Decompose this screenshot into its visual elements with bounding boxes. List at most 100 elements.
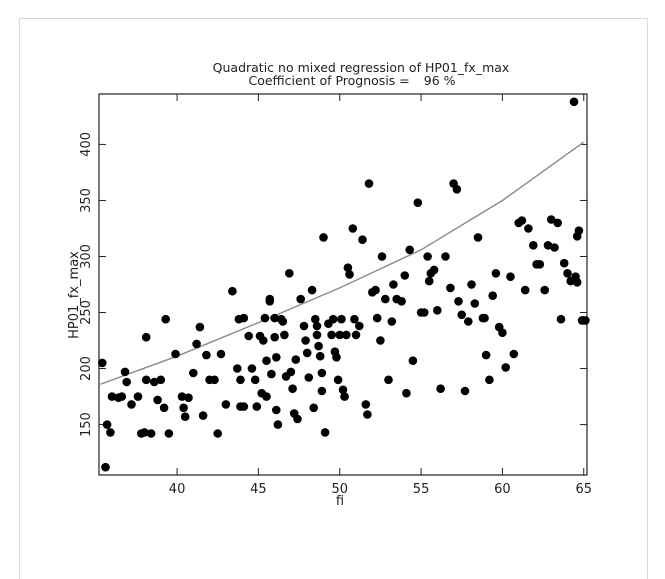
x-tick-label: 40 bbox=[169, 482, 186, 497]
chart-frame bbox=[19, 18, 648, 579]
data-point bbox=[572, 278, 582, 287]
data-point bbox=[250, 375, 260, 385]
data-point bbox=[280, 330, 289, 340]
subtitle-value: 96 % bbox=[424, 73, 456, 88]
data-point bbox=[563, 269, 572, 278]
data-point bbox=[452, 185, 462, 194]
data-point bbox=[247, 364, 257, 373]
y-tick-label: 250 bbox=[79, 300, 94, 325]
data-point bbox=[311, 314, 320, 324]
data-point bbox=[381, 294, 390, 304]
data-point bbox=[460, 386, 470, 396]
data-point bbox=[317, 386, 327, 396]
data-point bbox=[400, 271, 410, 280]
data-point bbox=[252, 402, 262, 411]
data-point bbox=[210, 375, 219, 385]
data-point bbox=[546, 215, 556, 224]
data-point bbox=[358, 235, 367, 244]
data-point bbox=[260, 313, 270, 323]
data-point bbox=[213, 429, 222, 438]
data-point bbox=[491, 269, 501, 278]
data-point bbox=[454, 297, 463, 306]
data-point bbox=[351, 330, 361, 340]
data-point bbox=[371, 285, 380, 295]
data-point bbox=[540, 285, 549, 295]
data-point bbox=[156, 375, 166, 385]
data-point bbox=[127, 400, 136, 409]
data-point bbox=[293, 414, 302, 424]
data-point bbox=[488, 291, 498, 301]
data-point bbox=[320, 428, 330, 437]
data-point bbox=[101, 462, 110, 472]
data-point bbox=[457, 310, 467, 320]
data-point bbox=[146, 429, 156, 438]
data-point bbox=[278, 317, 288, 326]
points-group bbox=[98, 97, 590, 472]
data-point bbox=[262, 392, 271, 401]
data-point bbox=[262, 356, 271, 366]
data-point bbox=[285, 269, 294, 278]
data-point bbox=[485, 375, 494, 385]
data-point bbox=[153, 395, 162, 405]
data-point bbox=[259, 336, 268, 345]
data-point bbox=[501, 363, 511, 372]
data-point bbox=[535, 260, 545, 269]
data-point bbox=[159, 403, 169, 413]
data-point bbox=[343, 263, 353, 273]
data-point bbox=[107, 392, 117, 401]
data-point bbox=[299, 321, 309, 331]
x-tick-label: 50 bbox=[331, 482, 348, 497]
data-point bbox=[228, 286, 237, 296]
data-point bbox=[270, 332, 280, 342]
data-point bbox=[272, 353, 281, 362]
data-point bbox=[377, 252, 387, 261]
data-point bbox=[436, 384, 445, 394]
data-point bbox=[265, 294, 275, 304]
data-point bbox=[133, 392, 143, 401]
data-point bbox=[164, 429, 174, 438]
data-point bbox=[328, 314, 338, 324]
fit-curve-group bbox=[100, 141, 585, 385]
data-point bbox=[117, 392, 127, 401]
data-point bbox=[556, 314, 566, 324]
data-point bbox=[161, 314, 170, 324]
data-point bbox=[273, 420, 283, 429]
data-point bbox=[464, 317, 473, 326]
data-point bbox=[433, 306, 442, 315]
data-point bbox=[236, 375, 245, 385]
data-point bbox=[446, 283, 455, 293]
data-point bbox=[202, 350, 211, 360]
data-point bbox=[569, 97, 579, 107]
data-point bbox=[319, 233, 328, 242]
y-tick-label: 350 bbox=[79, 188, 94, 213]
data-point bbox=[441, 252, 450, 261]
chart-title: Quadratic no mixed regression of HP01_fx… bbox=[213, 60, 510, 75]
data-point bbox=[524, 224, 533, 233]
data-point bbox=[333, 375, 343, 385]
data-point bbox=[574, 226, 584, 235]
data-point bbox=[520, 285, 530, 295]
data-point bbox=[150, 377, 159, 387]
data-point bbox=[307, 285, 317, 295]
x-tick-label: 55 bbox=[413, 482, 430, 497]
data-point bbox=[473, 233, 483, 242]
data-point bbox=[543, 241, 553, 250]
y-tick-label: 200 bbox=[79, 356, 94, 381]
data-point bbox=[405, 245, 415, 255]
data-point bbox=[470, 299, 480, 308]
data-point bbox=[517, 216, 527, 225]
data-point bbox=[384, 375, 393, 385]
data-point bbox=[267, 369, 276, 379]
data-point bbox=[553, 218, 562, 228]
data-point bbox=[312, 330, 322, 340]
data-point bbox=[198, 411, 208, 420]
data-point bbox=[288, 384, 297, 394]
data-point bbox=[337, 314, 346, 324]
data-point bbox=[348, 224, 358, 233]
data-point bbox=[480, 313, 489, 323]
data-point bbox=[402, 388, 411, 398]
data-point bbox=[239, 402, 249, 411]
x-tick-label: 65 bbox=[575, 482, 592, 497]
data-point bbox=[301, 336, 310, 345]
